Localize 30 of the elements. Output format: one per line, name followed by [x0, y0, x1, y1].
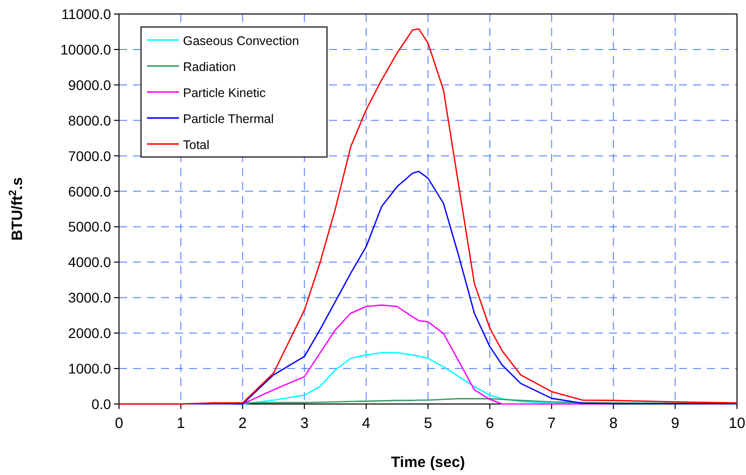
legend-label: Particle Thermal	[183, 112, 274, 126]
legend-label: Radiation	[183, 60, 236, 74]
legend-label: Particle Kinetic	[183, 86, 266, 100]
x-tick-label: 5	[424, 415, 432, 432]
y-tick-label: 2000.0	[68, 325, 112, 342]
legend-label: Total	[183, 138, 210, 152]
y-tick-label: 8000.0	[68, 112, 112, 128]
x-tick-label: 1	[176, 415, 185, 432]
x-tick-label: 7	[547, 415, 556, 432]
y-tick-label: 9000.0	[68, 76, 112, 93]
y-tick-label: 7000.0	[68, 148, 112, 164]
y-tick-label: 10000.0	[60, 41, 112, 58]
x-tick-label: 8	[609, 415, 618, 432]
y-tick-label: 3000.0	[68, 290, 112, 306]
line-series	[118, 28, 738, 405]
x-tick-label: 0	[114, 415, 124, 432]
x-tick-label: 9	[671, 415, 680, 432]
x-tick-label: 6	[486, 415, 494, 432]
x-tick-label: 2	[238, 415, 247, 432]
y-tick-label: 6000.0	[68, 183, 112, 200]
y-tick-label: 11000.0	[61, 6, 112, 22]
y-tick-label: 5000.0	[68, 218, 112, 235]
legend-label: Gaseous Convection	[183, 34, 300, 48]
x-tick-label: 10	[728, 415, 746, 432]
y-tick-label: 0.0	[92, 396, 112, 412]
x-tick-label: 3	[300, 415, 309, 432]
x-tick-label: 4	[362, 415, 370, 432]
y-tick-label: 1000.0	[68, 360, 112, 377]
y-tick-label: 4000.0	[68, 254, 112, 270]
x-axis-title: Time (sec)	[391, 454, 465, 471]
